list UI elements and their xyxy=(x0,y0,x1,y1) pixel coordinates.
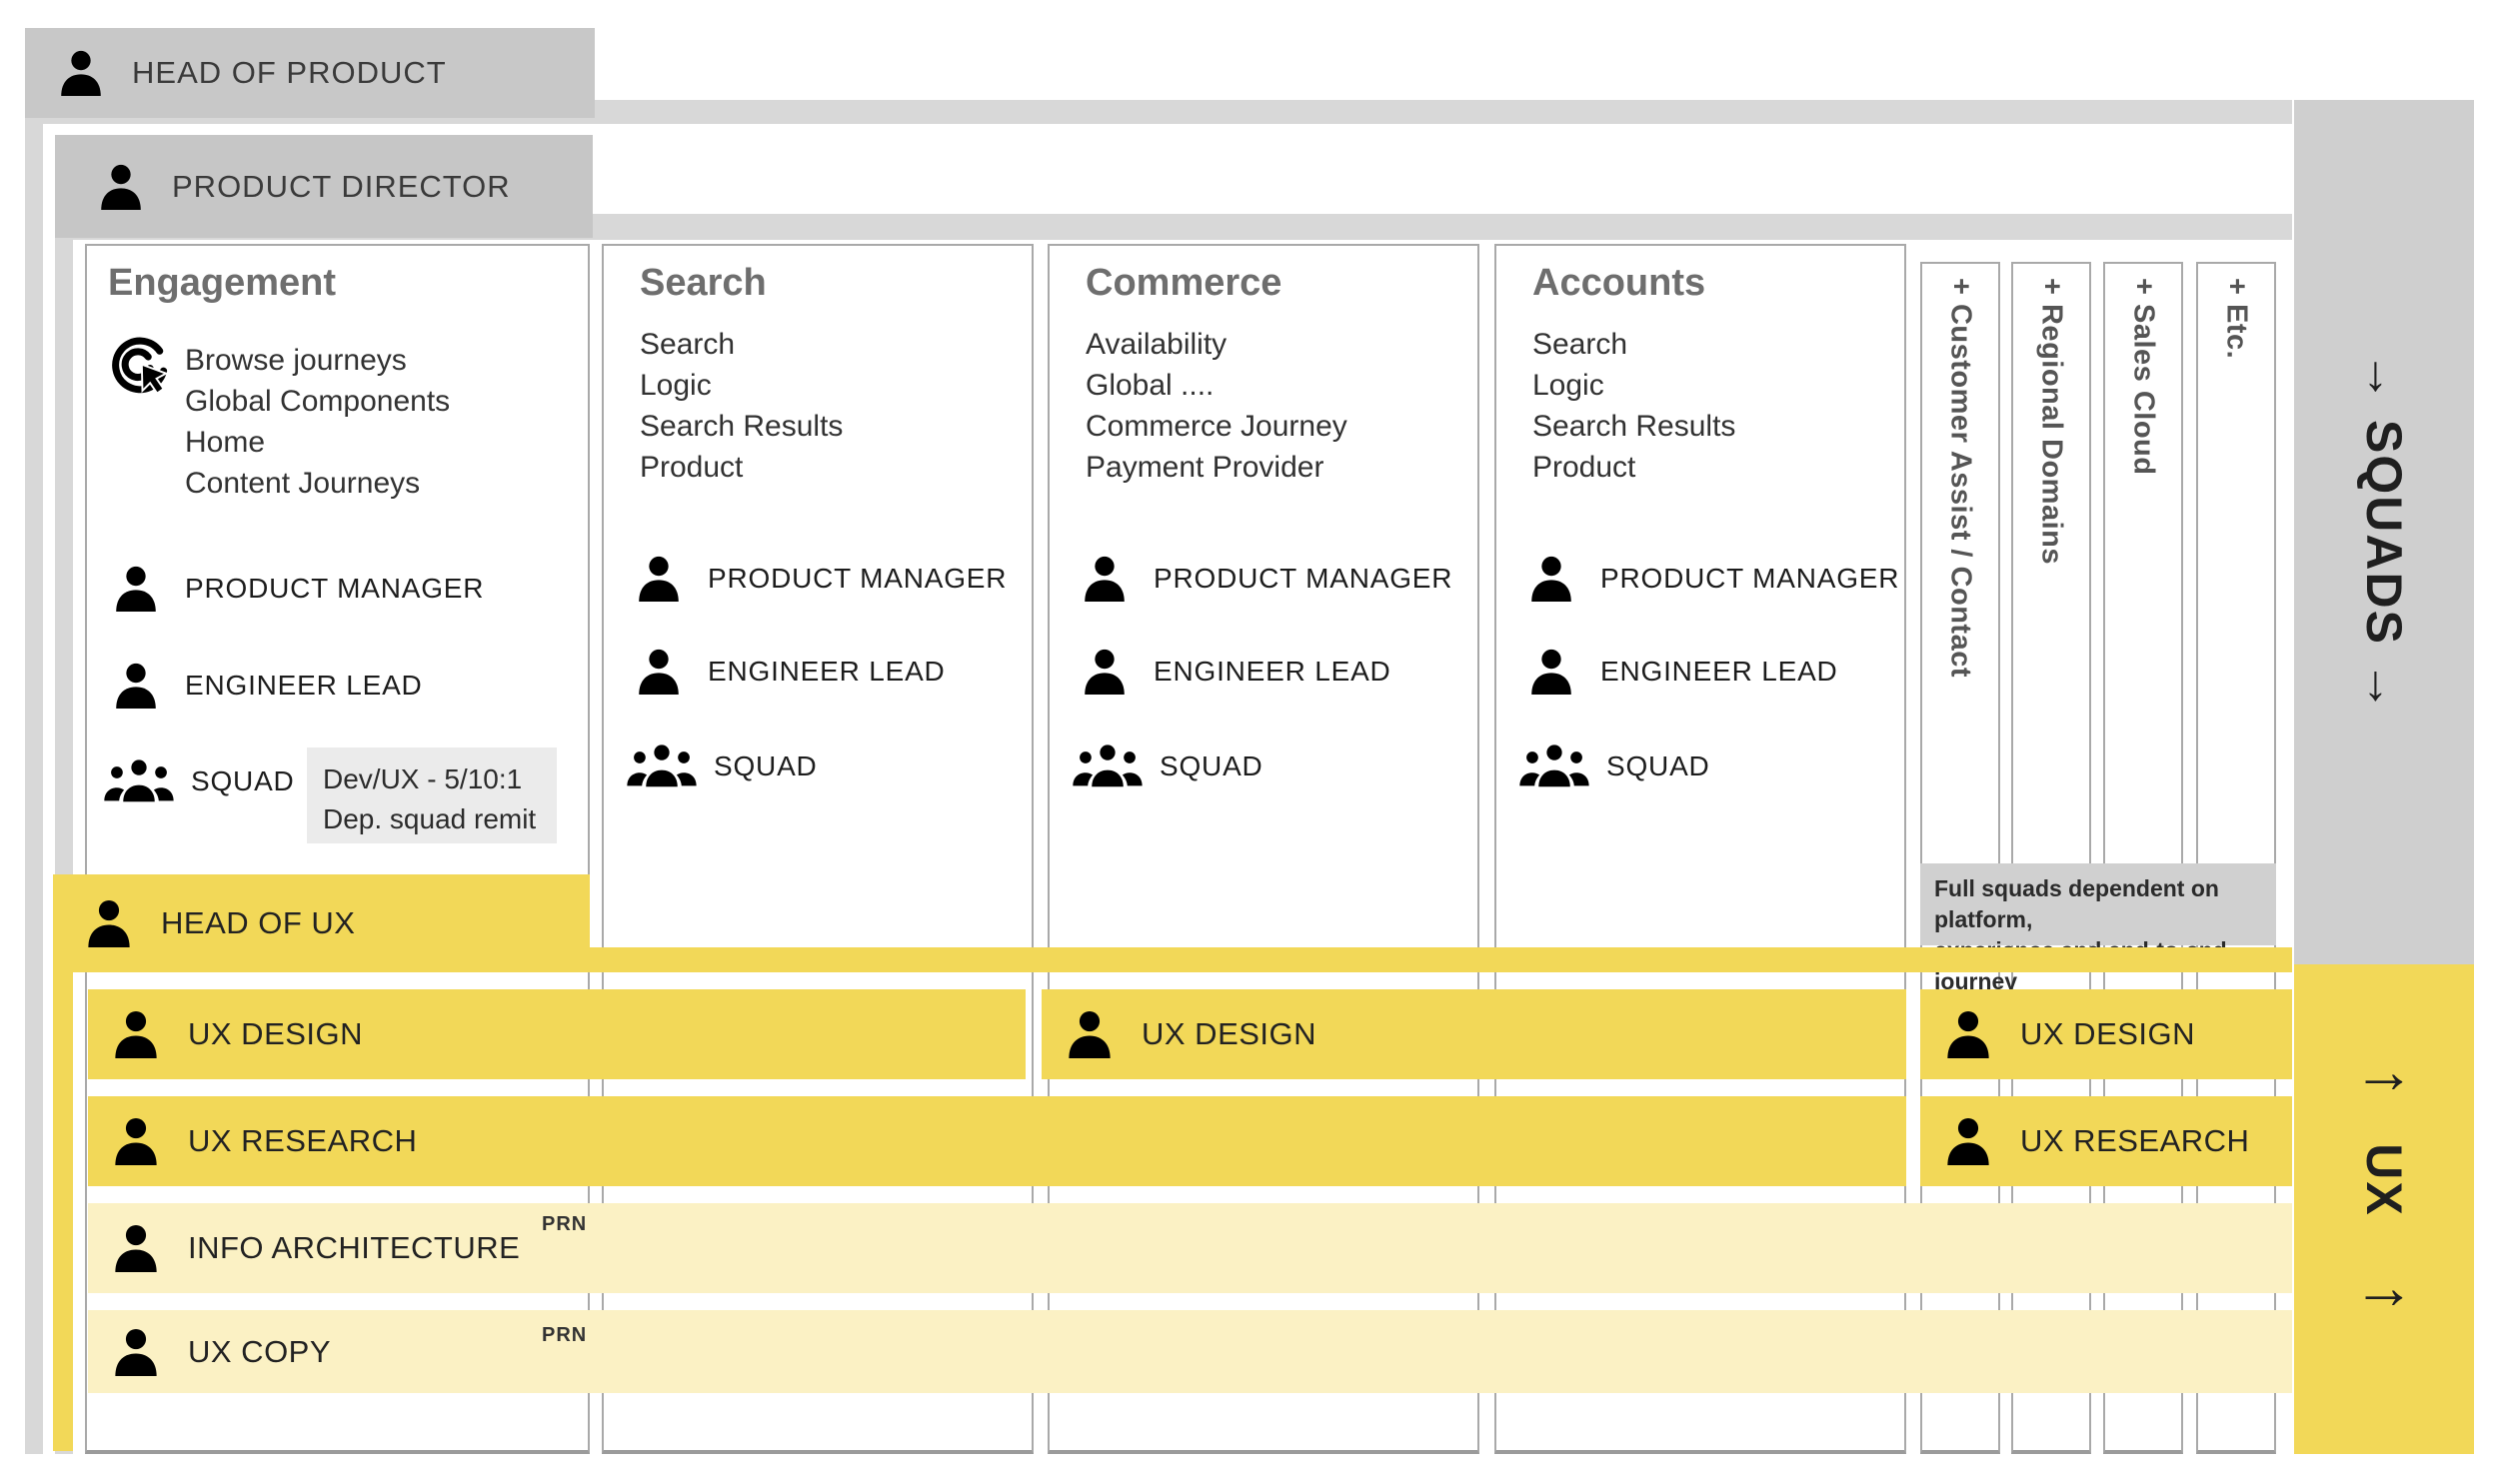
ux-design-label: UX DESIGN xyxy=(188,1016,364,1051)
ux-design-label: UX DESIGN xyxy=(2020,1016,2196,1051)
ux-sidebar-label: UX xyxy=(2356,1142,2412,1217)
squad-row: SQUAD xyxy=(103,756,295,806)
engineer-lead-label: ENGINEER LEAD xyxy=(185,670,423,701)
squad-icon xyxy=(627,744,697,787)
column-accounts-title: Accounts xyxy=(1532,262,1706,304)
person-icon xyxy=(61,50,101,96)
engineer-lead-row: ENGINEER LEAD xyxy=(113,660,423,712)
product-manager-label: PRODUCT MANAGER xyxy=(185,573,485,604)
ux-copy-row: UX COPY xyxy=(88,1310,2292,1393)
person-icon xyxy=(116,663,156,709)
column-commerce-title: Commerce xyxy=(1086,262,1282,304)
product-manager-row: PRODUCT MANAGER xyxy=(636,553,1007,605)
person-icon xyxy=(116,566,156,612)
info-architecture-prn-tag: PRN xyxy=(542,1213,588,1235)
head-of-product-box: HEAD OF PRODUCT xyxy=(25,28,595,118)
dependency-note: Full squads dependent on platform, exper… xyxy=(1920,863,2276,994)
ux-research-row-segment-1: UX RESEARCH xyxy=(88,1096,1906,1186)
person-icon xyxy=(1947,1010,1989,1058)
product-manager-row: PRODUCT MANAGER xyxy=(1082,553,1452,605)
squad-row: SQUAD xyxy=(1072,742,1263,791)
column-engagement-title: Engagement xyxy=(108,262,337,304)
engineer-lead-label: ENGINEER LEAD xyxy=(1154,656,1391,687)
column-engagement-journeys: Browse journeys Global Components Home C… xyxy=(185,344,451,500)
person-icon xyxy=(88,899,130,947)
ux-research-row-segment-2: UX RESEARCH xyxy=(1920,1096,2292,1186)
info-architecture-label: INFO ARCHITECTURE xyxy=(188,1230,521,1265)
squad-note-line1: Dev/UX - 5/10:1 xyxy=(323,763,523,794)
product-manager-label: PRODUCT MANAGER xyxy=(1600,563,1900,594)
dependency-note-line1: Full squads dependent on platform, xyxy=(1934,875,2219,932)
person-icon xyxy=(1069,1010,1111,1058)
person-icon xyxy=(101,164,141,210)
engineer-lead-row: ENGINEER LEAD xyxy=(636,646,946,698)
engineer-lead-row: ENGINEER LEAD xyxy=(1082,646,1391,698)
product-manager-row: PRODUCT MANAGER xyxy=(113,563,484,615)
person-icon xyxy=(639,556,679,602)
product-manager-label: PRODUCT MANAGER xyxy=(708,563,1008,594)
sales-cloud-label: + Sales Cloud xyxy=(2127,278,2160,476)
squad-label: SQUAD xyxy=(1606,750,1710,781)
squad-icon xyxy=(104,759,174,802)
squads-sidebar: → SQUADS → xyxy=(2294,100,2474,964)
head-of-ux-left-strip xyxy=(53,972,73,1451)
column-commerce-journeys: Availability Global .... Commerce Journe… xyxy=(1086,328,1347,484)
product-director-label: PRODUCT DIRECTOR xyxy=(172,168,511,204)
person-icon xyxy=(1531,556,1571,602)
head-of-ux-tail-bar xyxy=(560,947,2292,972)
engineer-lead-row: ENGINEER LEAD xyxy=(1528,646,1838,698)
person-icon xyxy=(639,649,679,695)
squad-label: SQUAD xyxy=(191,765,295,796)
squad-icon xyxy=(1073,744,1143,787)
head-of-ux-box: HEAD OF UX xyxy=(53,874,590,972)
person-icon xyxy=(115,1224,157,1272)
person-icon xyxy=(115,1010,157,1058)
squads-sidebar-label: → SQUADS → xyxy=(2356,351,2412,714)
customer-assist-label: + Customer Assist / Contact xyxy=(1944,278,1977,678)
engineer-lead-label: ENGINEER LEAD xyxy=(1600,656,1838,687)
regional-domains-label: + Regional Domains xyxy=(2035,278,2068,565)
person-icon xyxy=(115,1117,157,1165)
ux-design-label: UX DESIGN xyxy=(1142,1016,1317,1051)
head-of-ux-label: HEAD OF UX xyxy=(161,905,356,940)
browse-journeys-icon xyxy=(106,334,170,398)
ux-copy-label: UX COPY xyxy=(188,1333,332,1369)
ux-copy-prn-tag: PRN xyxy=(542,1324,588,1346)
ux-research-label: UX RESEARCH xyxy=(2020,1123,2250,1158)
column-search-title: Search xyxy=(640,262,767,304)
person-icon xyxy=(115,1328,157,1376)
squad-label: SQUAD xyxy=(1160,750,1263,781)
person-icon xyxy=(1085,556,1125,602)
ux-design-row-segment-2: UX DESIGN xyxy=(1042,989,1906,1079)
arrow-right-icon: → xyxy=(2353,1252,2415,1322)
etc-label: + Etc. xyxy=(2220,278,2253,360)
squad-row: SQUAD xyxy=(626,742,818,791)
arrow-right-icon: → xyxy=(2353,1036,2415,1106)
person-icon xyxy=(1531,649,1571,695)
squad-label: SQUAD xyxy=(714,750,818,781)
engagement-squad-note: Dev/UX - 5/10:1 Dep. squad remit xyxy=(307,747,557,843)
column-accounts-journeys: Search Logic Search Results Product xyxy=(1532,328,1736,484)
info-architecture-row: INFO ARCHITECTURE xyxy=(88,1203,2292,1293)
ux-sidebar: → UX → xyxy=(2294,964,2474,1454)
ux-design-row-segment-1: UX DESIGN xyxy=(88,989,1026,1079)
engineer-lead-label: ENGINEER LEAD xyxy=(708,656,946,687)
product-director-box: PRODUCT DIRECTOR xyxy=(55,135,593,238)
column-search-journeys: Search Logic Search Results Product xyxy=(640,328,844,484)
ux-sidebar-label-group: → UX → xyxy=(2347,1036,2420,1322)
head-of-product-label: HEAD OF PRODUCT xyxy=(132,55,447,90)
ux-design-row-segment-3: UX DESIGN xyxy=(1920,989,2292,1079)
product-manager-row: PRODUCT MANAGER xyxy=(1528,553,1899,605)
ux-research-label: UX RESEARCH xyxy=(188,1123,418,1158)
person-icon xyxy=(1085,649,1125,695)
squad-icon xyxy=(1519,744,1589,787)
squad-note-line2: Dep. squad remit xyxy=(323,803,537,834)
person-icon xyxy=(1947,1117,1989,1165)
squad-row: SQUAD xyxy=(1518,742,1710,791)
product-manager-label: PRODUCT MANAGER xyxy=(1154,563,1453,594)
